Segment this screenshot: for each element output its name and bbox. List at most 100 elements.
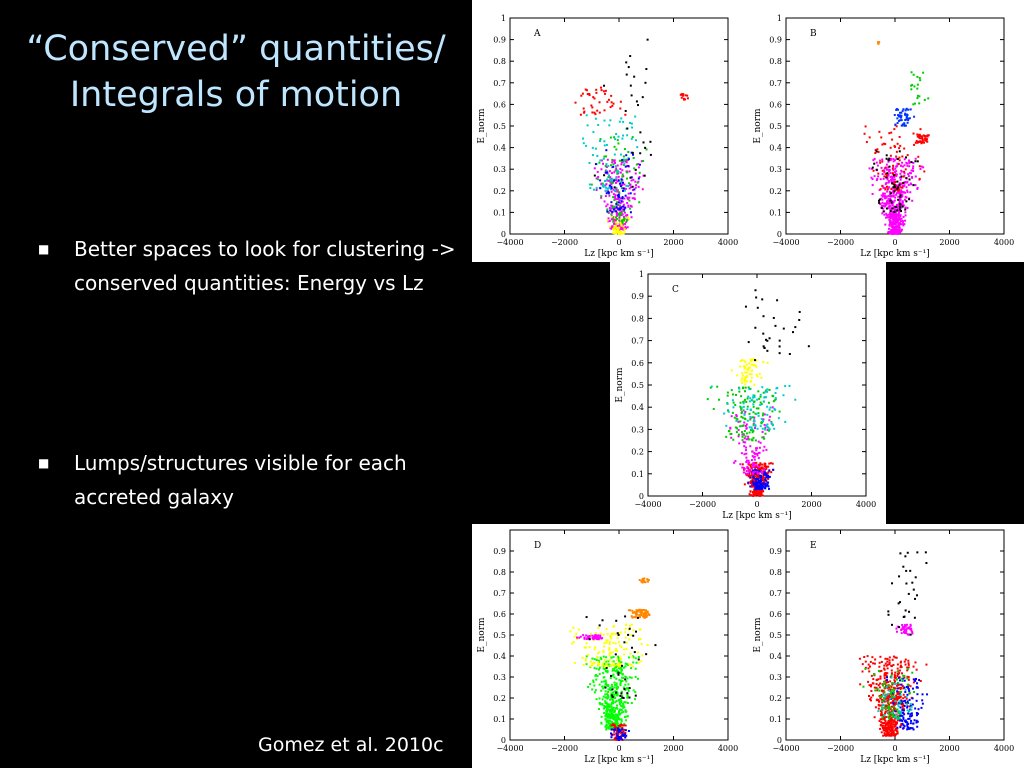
- data-point-c: [731, 399, 734, 402]
- data-point-d: [613, 728, 616, 731]
- data-point-d: [588, 636, 591, 639]
- data-point-e: [875, 698, 878, 701]
- data-point-c: [764, 396, 767, 399]
- data-point-a: [620, 230, 623, 233]
- data-point-e: [879, 675, 882, 678]
- data-point-e: [904, 690, 907, 693]
- data-point-a: [606, 172, 609, 175]
- data-point-d: [618, 728, 621, 731]
- data-point-e: [913, 719, 916, 722]
- data-point-b: [920, 135, 923, 138]
- data-point-d: [622, 706, 625, 709]
- data-point-e: [903, 686, 906, 689]
- data-point-b: [894, 196, 897, 199]
- data-point-b: [880, 136, 883, 139]
- data-point-c: [746, 419, 749, 422]
- data-point-b: [897, 209, 900, 212]
- data-point-e: [892, 690, 895, 693]
- data-point-d: [642, 612, 645, 615]
- data-point-d: [610, 721, 613, 724]
- data-point-a: [620, 227, 623, 230]
- data-point-a: [615, 132, 618, 135]
- data-point-c: [762, 345, 765, 348]
- data-point-a: [591, 106, 594, 109]
- data-point-b: [889, 197, 892, 200]
- data-point-c: [758, 372, 761, 375]
- data-point-c: [757, 494, 760, 497]
- data-point-e: [891, 696, 894, 699]
- data-point-c: [750, 426, 753, 429]
- data-point-b: [925, 139, 928, 142]
- data-point-a: [603, 200, 606, 203]
- data-point-d: [611, 707, 614, 710]
- data-point-e: [885, 676, 888, 679]
- data-point-c: [746, 408, 749, 411]
- data-point-c: [768, 428, 771, 431]
- data-point-e: [908, 715, 911, 718]
- data-point-b: [882, 204, 885, 207]
- data-point-d: [613, 710, 616, 713]
- data-point-c: [741, 374, 744, 377]
- data-point-c: [757, 486, 760, 489]
- data-point-d: [611, 701, 614, 704]
- data-point-c: [766, 413, 769, 416]
- data-point-d: [617, 727, 620, 730]
- data-point-e: [901, 719, 904, 722]
- data-point-d: [642, 577, 645, 580]
- data-point-e: [902, 716, 905, 719]
- data-point-c: [757, 478, 760, 481]
- data-point-e: [899, 666, 902, 669]
- data-point-d: [609, 652, 612, 655]
- data-point-e: [905, 697, 908, 700]
- data-point-d: [620, 711, 623, 714]
- data-point-a: [636, 181, 639, 184]
- data-point-b: [895, 226, 898, 229]
- data-point-b: [892, 186, 895, 189]
- data-point-b: [885, 203, 888, 206]
- data-point-c: [755, 464, 758, 467]
- data-point-a: [627, 185, 630, 188]
- data-point-a: [615, 221, 618, 224]
- data-point-d: [636, 613, 639, 616]
- data-point-a: [624, 109, 627, 112]
- data-point-c: [762, 332, 765, 335]
- data-point-a: [591, 154, 594, 157]
- data-point-d: [619, 681, 622, 684]
- data-point-c: [760, 470, 763, 473]
- data-point-a: [628, 187, 631, 190]
- data-point-c: [762, 361, 765, 364]
- data-point-c: [756, 447, 759, 450]
- data-point-b: [898, 115, 901, 118]
- data-point-a: [620, 181, 623, 184]
- data-point-e: [900, 724, 903, 727]
- data-point-b: [909, 191, 912, 194]
- data-point-c: [751, 399, 754, 402]
- data-point-d: [594, 632, 597, 635]
- data-point-b: [886, 202, 889, 205]
- data-point-b: [888, 190, 891, 193]
- data-point-e: [885, 706, 888, 709]
- data-point-d: [622, 724, 625, 727]
- data-point-a: [610, 201, 613, 204]
- data-point-d: [587, 653, 590, 656]
- data-point-e: [894, 724, 897, 727]
- data-point-d: [617, 728, 620, 731]
- data-point-a: [586, 124, 589, 127]
- data-point-a: [628, 196, 631, 199]
- data-point-e: [901, 677, 904, 680]
- data-point-e: [904, 663, 907, 666]
- data-point-c: [740, 408, 743, 411]
- data-point-c: [756, 306, 759, 309]
- data-point-a: [644, 146, 647, 149]
- data-point-c: [749, 379, 752, 382]
- data-point-e: [890, 705, 893, 708]
- data-point-c: [766, 361, 769, 364]
- data-point-a: [603, 109, 606, 112]
- data-point-c: [753, 488, 756, 491]
- data-point-e: [892, 702, 895, 705]
- data-point-e: [899, 714, 902, 717]
- data-point-a: [606, 158, 609, 161]
- data-point-b: [913, 115, 916, 118]
- data-point-d: [612, 655, 615, 658]
- data-point-e: [906, 709, 909, 712]
